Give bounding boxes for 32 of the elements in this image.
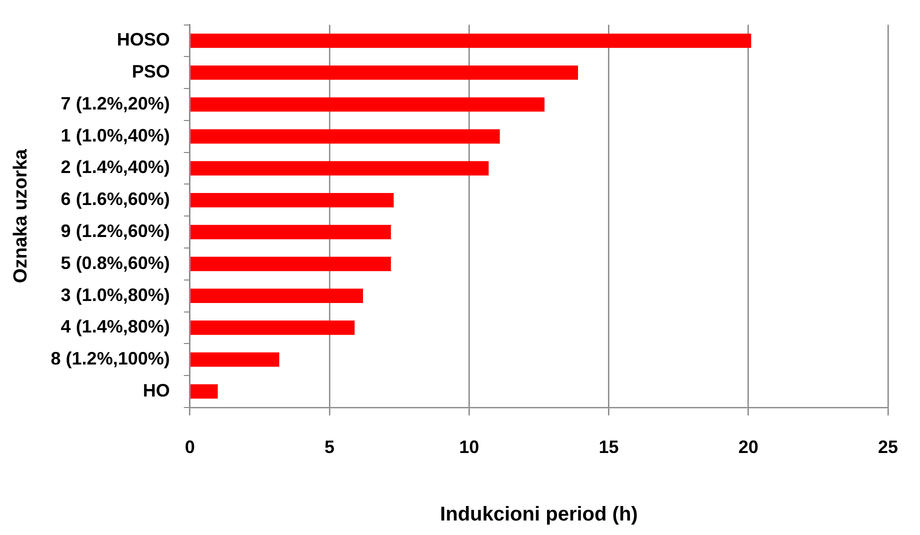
- bar: [190, 161, 489, 176]
- x-tick-label: 20: [738, 437, 758, 458]
- bar: [190, 256, 391, 272]
- x-tick-label: 0: [184, 437, 195, 458]
- bar: [190, 192, 394, 208]
- y-tick-label: HO: [142, 380, 170, 400]
- x-tick-label: 5: [324, 437, 334, 458]
- y-tick-label: 9 (1.2%,60%): [60, 221, 170, 242]
- bar: [190, 384, 218, 399]
- bar: [190, 97, 545, 112]
- y-tick-label: 2 (1.4%,40%): [60, 157, 170, 178]
- y-axis-title: Oznaka uzorka: [10, 148, 32, 284]
- x-axis-title: Indukcioni period (h): [440, 504, 638, 526]
- y-tick-label: 1 (1.0%,40%): [60, 125, 170, 146]
- bar: [190, 320, 355, 335]
- bar: [190, 288, 363, 303]
- x-tick-label: 25: [878, 437, 898, 458]
- y-tick-label: HOSO: [116, 30, 170, 50]
- bar: [190, 34, 752, 48]
- bar: [190, 352, 280, 367]
- y-tick-label: 4 (1.4%,80%): [60, 316, 170, 337]
- bar: [190, 129, 500, 144]
- x-tick-label: 15: [598, 437, 619, 458]
- y-tick-label: 5 (0.8%,60%): [60, 252, 170, 273]
- y-tick-label: 3 (1.0%,80%): [60, 284, 170, 305]
- bar: [190, 65, 578, 80]
- y-tick-label: 6 (1.6%,60%): [60, 189, 170, 210]
- y-tick-label: 8 (1.2%,100%): [50, 348, 170, 369]
- bar: [190, 224, 391, 240]
- x-tick-label: 10: [459, 437, 480, 458]
- y-tick-label: PSO: [132, 62, 170, 82]
- y-tick-label: 7 (1.2%,20%): [60, 93, 170, 114]
